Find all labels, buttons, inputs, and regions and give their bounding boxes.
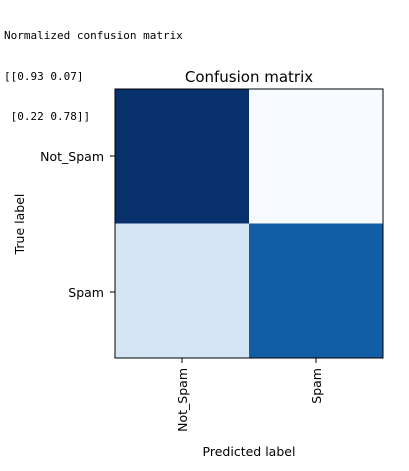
chart-title: Confusion matrix bbox=[185, 68, 313, 86]
y-tick-label: Spam bbox=[68, 285, 104, 300]
x-axis-ticks: Not_Spam Spam bbox=[175, 358, 324, 432]
x-tick-label: Not_Spam bbox=[175, 368, 190, 432]
y-axis-ticks: Not_Spam Spam bbox=[40, 149, 115, 300]
console-line: [0.22 0.78]] bbox=[4, 110, 91, 123]
console-line: Normalized confusion matrix bbox=[4, 29, 183, 42]
heatmap-cells bbox=[115, 89, 384, 359]
heatmap-cell bbox=[115, 223, 250, 359]
plot-frame bbox=[114, 88, 384, 359]
y-tick-label: Not_Spam bbox=[40, 149, 104, 164]
heatmap-cell bbox=[115, 89, 250, 224]
heatmap-cell bbox=[249, 89, 384, 224]
console-output: Normalized confusion matrix [[0.93 0.07]… bbox=[4, 2, 183, 137]
x-tick-label: Spam bbox=[309, 368, 324, 404]
y-axis-label: True label bbox=[12, 194, 27, 256]
console-line: [[0.93 0.07] bbox=[4, 69, 84, 83]
x-axis-label: Predicted label bbox=[203, 444, 296, 459]
heatmap-cell bbox=[249, 223, 384, 359]
